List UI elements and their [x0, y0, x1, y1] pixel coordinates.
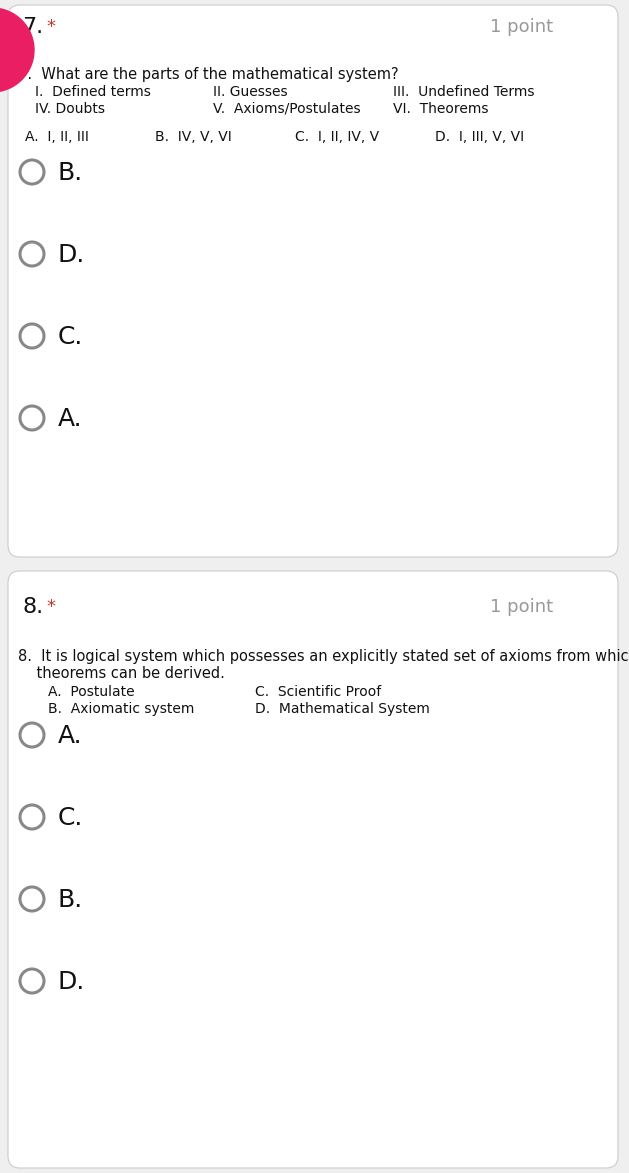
- Text: 7.: 7.: [22, 16, 43, 38]
- Text: *: *: [46, 18, 55, 36]
- Text: II. Guesses: II. Guesses: [213, 84, 287, 99]
- Text: I.  Defined terms: I. Defined terms: [35, 84, 151, 99]
- Text: 1 point: 1 point: [490, 598, 553, 616]
- Text: 1 point: 1 point: [490, 18, 553, 36]
- Text: C.: C.: [58, 325, 84, 350]
- Circle shape: [0, 8, 34, 91]
- FancyBboxPatch shape: [8, 5, 618, 557]
- Text: D.: D.: [58, 243, 86, 267]
- Text: A.  I, II, III: A. I, II, III: [25, 130, 89, 144]
- FancyBboxPatch shape: [8, 571, 618, 1168]
- Text: theorems can be derived.: theorems can be derived.: [18, 666, 225, 682]
- Text: IV. Doubts: IV. Doubts: [35, 102, 105, 116]
- Text: D.: D.: [58, 970, 86, 994]
- Text: VI.  Theorems: VI. Theorems: [393, 102, 489, 116]
- Text: B.: B.: [58, 161, 83, 185]
- Text: V.  Axioms/Postulates: V. Axioms/Postulates: [213, 102, 360, 116]
- Text: D.  I, III, V, VI: D. I, III, V, VI: [435, 130, 524, 144]
- Text: III.  Undefined Terms: III. Undefined Terms: [393, 84, 535, 99]
- Text: D.  Mathematical System: D. Mathematical System: [255, 701, 430, 716]
- Text: A.: A.: [58, 724, 82, 748]
- Text: C.: C.: [58, 806, 84, 830]
- Text: C.  I, II, IV, V: C. I, II, IV, V: [295, 130, 379, 144]
- Text: A.  Postulate: A. Postulate: [48, 685, 135, 699]
- Text: 8.: 8.: [22, 597, 43, 617]
- Text: B.: B.: [58, 888, 83, 911]
- Text: A.: A.: [58, 407, 82, 430]
- Text: B.  IV, V, VI: B. IV, V, VI: [155, 130, 231, 144]
- Text: B.  Axiomatic system: B. Axiomatic system: [48, 701, 194, 716]
- Text: 8.  It is logical system which possesses an explicitly stated set of axioms from: 8. It is logical system which possesses …: [18, 649, 629, 664]
- Text: *: *: [46, 598, 55, 616]
- Text: 7.  What are the parts of the mathematical system?: 7. What are the parts of the mathematica…: [18, 67, 399, 82]
- Text: C.  Scientific Proof: C. Scientific Proof: [255, 685, 381, 699]
